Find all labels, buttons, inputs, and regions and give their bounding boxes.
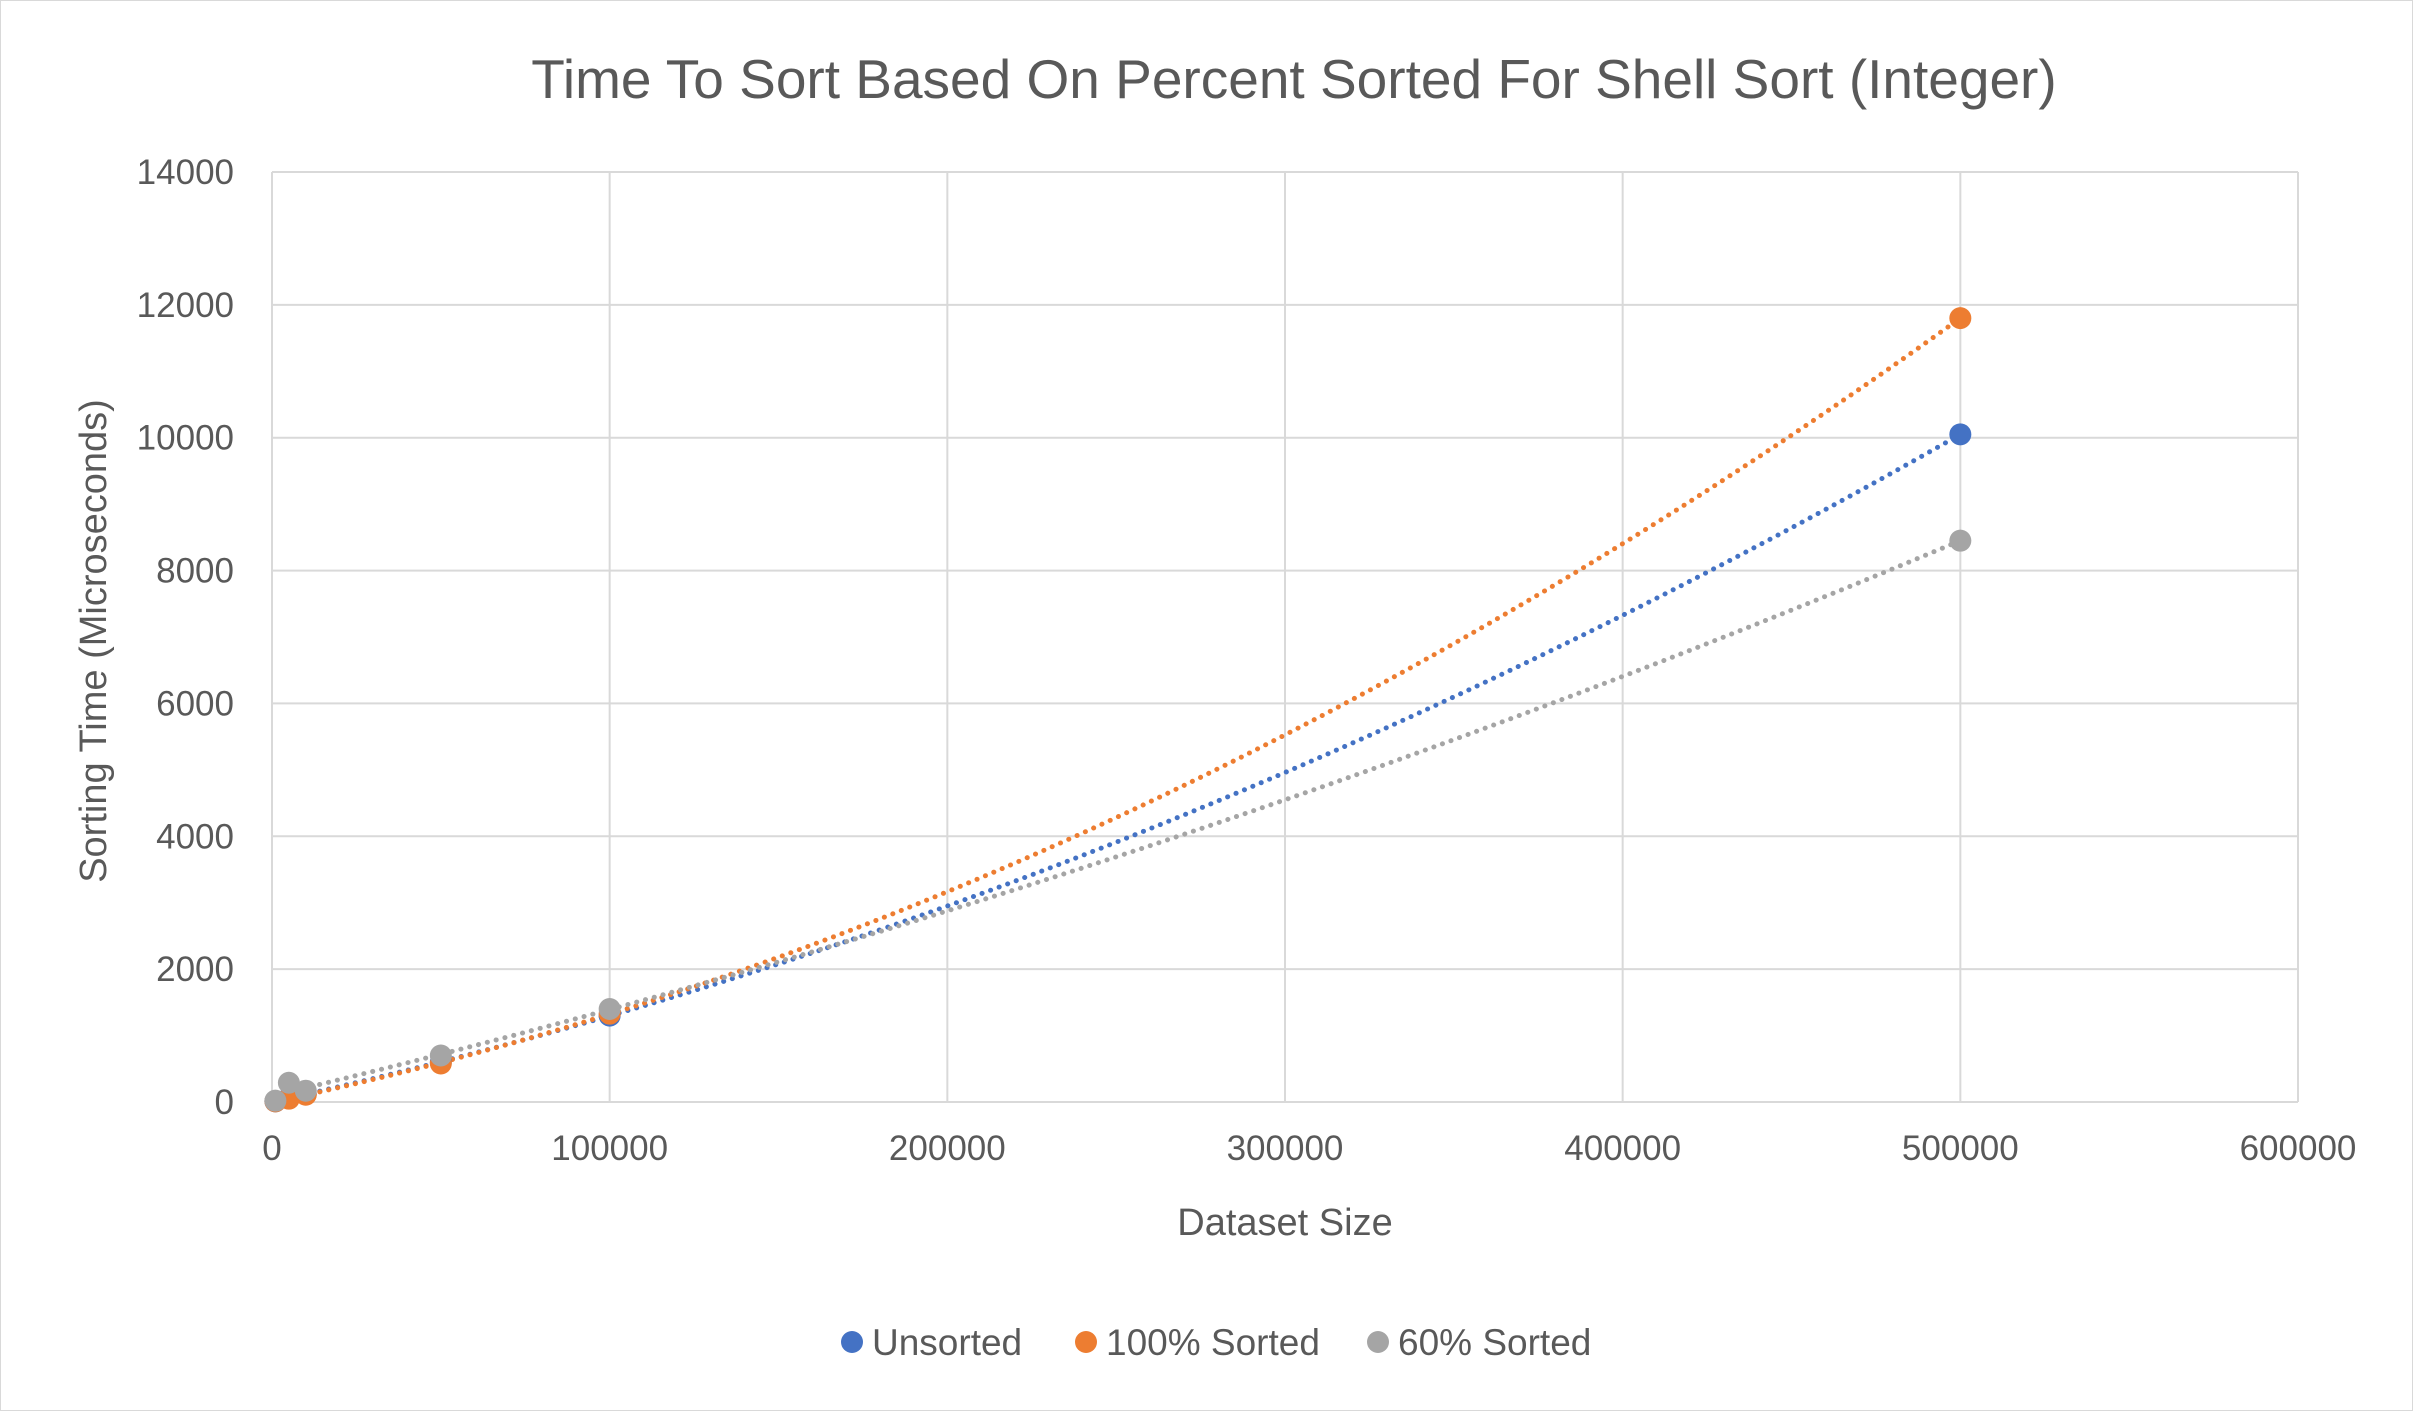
x-tick-label: 0	[262, 1129, 281, 1168]
x-tick-label: 400000	[1564, 1129, 1681, 1168]
trendlines	[272, 315, 1963, 1105]
chart-title: Time To Sort Based On Percent Sorted For…	[531, 48, 2056, 110]
trendline-series-1	[272, 315, 1963, 1105]
y-tick-label: 12000	[137, 286, 234, 325]
legend-label: 60% Sorted	[1398, 1322, 1591, 1363]
data-point-series-1	[1949, 307, 1972, 330]
y-tick-label: 6000	[156, 684, 234, 723]
legend-marker	[841, 1331, 863, 1353]
x-axis-title: Dataset Size	[1177, 1202, 1392, 1244]
data-point-series-0	[1949, 423, 1972, 446]
y-tick-label: 14000	[137, 153, 234, 192]
data-point-series-2	[264, 1089, 287, 1112]
data-point-series-2	[294, 1079, 317, 1102]
y-tick-label: 4000	[156, 817, 234, 856]
x-tick-label: 600000	[2240, 1129, 2357, 1168]
gridlines	[271, 171, 2299, 1103]
legend-label: 100% Sorted	[1106, 1322, 1320, 1363]
trendline-series-0	[272, 431, 1963, 1104]
data-point-series-2	[429, 1044, 452, 1067]
legend-label: Unsorted	[872, 1322, 1022, 1363]
legend: Unsorted 100% Sorted 60% Sorted	[841, 1322, 1591, 1363]
data-point-series-2	[277, 1071, 300, 1094]
x-tick-label: 200000	[889, 1129, 1006, 1168]
x-tick-label: 500000	[1902, 1129, 2019, 1168]
data-point-series-2	[598, 998, 621, 1020]
y-axis-title: Sorting Time (Microseconds)	[73, 399, 115, 883]
y-tick-label: 10000	[137, 419, 234, 458]
y-tick-label: 8000	[156, 552, 234, 591]
tick-labels: 0 100000 200000 300000 400000 500000 600000 0 20…	[137, 153, 2357, 1168]
trendline-series-2	[272, 538, 1963, 1098]
y-tick-label: 2000	[156, 950, 234, 989]
y-tick-label: 0	[215, 1083, 234, 1122]
legend-marker	[1075, 1331, 1097, 1353]
data-point-series-2	[1949, 529, 1972, 552]
legend-marker	[1367, 1331, 1389, 1353]
x-tick-label: 100000	[551, 1129, 668, 1168]
data-points	[264, 307, 1972, 1113]
x-tick-label: 300000	[1227, 1129, 1344, 1168]
